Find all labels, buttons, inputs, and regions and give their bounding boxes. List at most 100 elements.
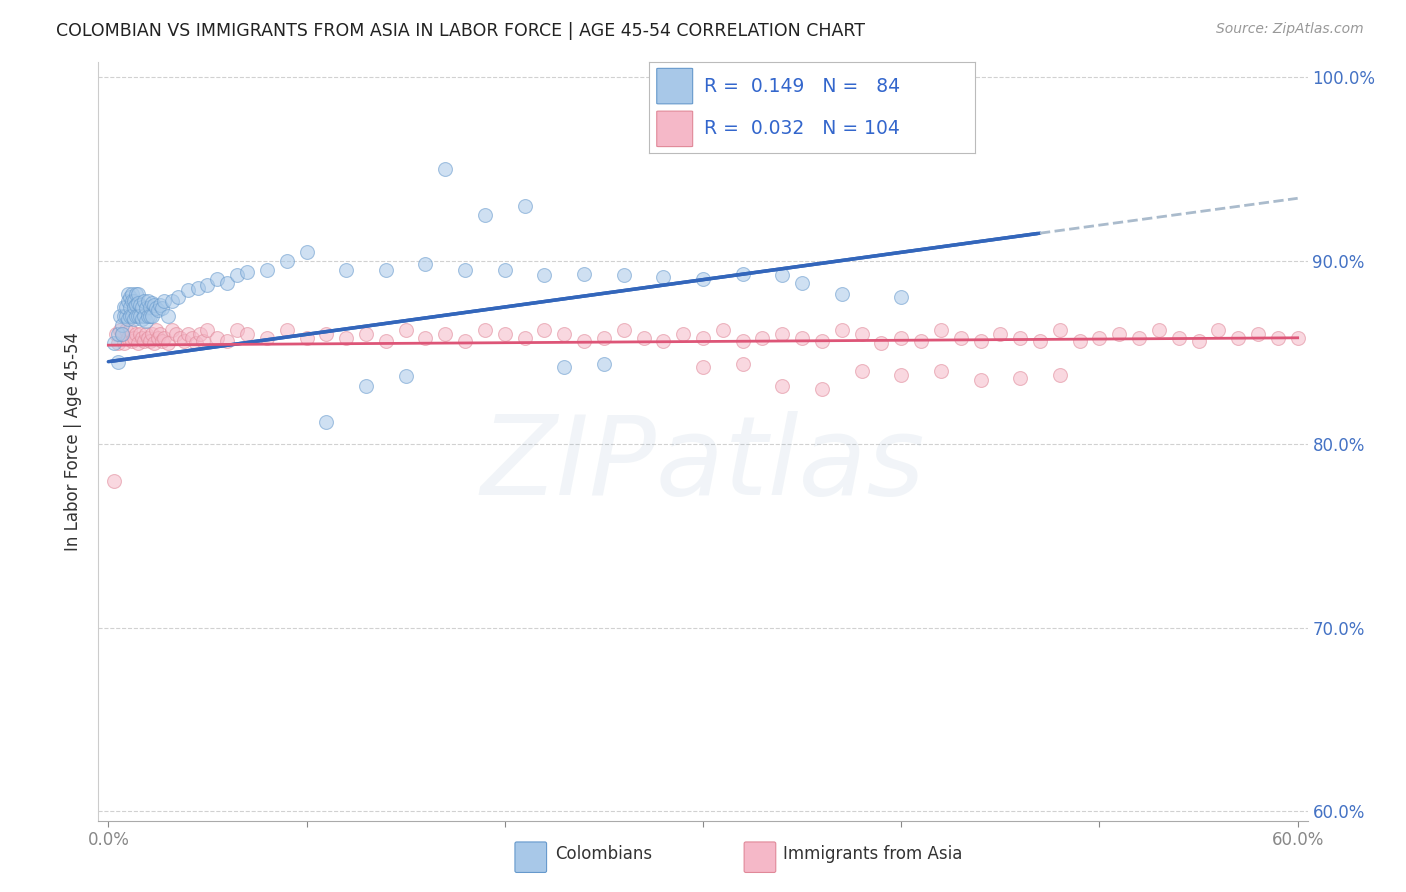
Text: Colombians: Colombians — [555, 845, 652, 863]
Point — [652, 270, 675, 285]
Point — [553, 360, 575, 375]
Point — [139, 300, 162, 314]
Point — [145, 301, 167, 316]
Text: COLOMBIAN VS IMMIGRANTS FROM ASIA IN LABOR FORCE | AGE 45-54 CORRELATION CHART: COLOMBIAN VS IMMIGRANTS FROM ASIA IN LAB… — [56, 22, 865, 40]
Point — [127, 336, 149, 351]
Point — [513, 199, 536, 213]
Point — [1128, 331, 1150, 345]
Point — [122, 331, 145, 345]
Point — [117, 331, 139, 345]
Point — [127, 309, 149, 323]
Point — [1010, 371, 1032, 385]
Point — [131, 300, 153, 314]
Point — [125, 309, 148, 323]
Point — [193, 334, 215, 349]
Point — [166, 290, 188, 304]
Point — [1267, 331, 1289, 345]
Point — [474, 323, 496, 337]
Point — [434, 161, 457, 176]
FancyBboxPatch shape — [744, 842, 776, 872]
FancyBboxPatch shape — [515, 842, 547, 872]
Point — [149, 298, 172, 312]
Point — [354, 378, 377, 392]
Point — [1069, 334, 1091, 349]
Point — [929, 323, 952, 337]
Point — [335, 331, 357, 345]
Point — [145, 323, 167, 337]
Point — [127, 286, 149, 301]
Point — [395, 369, 418, 384]
Point — [103, 474, 125, 488]
Point — [335, 263, 357, 277]
Point — [513, 331, 536, 345]
Point — [731, 357, 754, 371]
Point — [533, 268, 555, 283]
Point — [125, 327, 148, 342]
Point — [1167, 331, 1189, 345]
Point — [315, 327, 337, 342]
Point — [613, 268, 636, 283]
Point — [121, 294, 143, 309]
Point — [176, 327, 198, 342]
Point — [1029, 334, 1052, 349]
Point — [652, 334, 675, 349]
Point — [236, 327, 259, 342]
Point — [572, 267, 595, 281]
Point — [136, 331, 159, 345]
Point — [1049, 368, 1071, 382]
Point — [315, 415, 337, 429]
Point — [236, 265, 259, 279]
Point — [107, 336, 129, 351]
Point — [831, 286, 853, 301]
Point — [122, 312, 145, 326]
Point — [374, 263, 396, 277]
Point — [770, 327, 793, 342]
Point — [374, 334, 396, 349]
Point — [295, 331, 318, 345]
Point — [111, 318, 134, 332]
Point — [1147, 323, 1170, 337]
Point — [1286, 331, 1309, 345]
Point — [434, 327, 457, 342]
Point — [110, 309, 132, 323]
Point — [533, 323, 555, 337]
Point — [672, 327, 695, 342]
Point — [150, 334, 173, 349]
Point — [156, 336, 179, 351]
Point — [160, 294, 183, 309]
Point — [692, 331, 714, 345]
Point — [135, 327, 157, 342]
Point — [129, 298, 152, 312]
Point — [553, 327, 575, 342]
Point — [572, 334, 595, 349]
Text: Source: ZipAtlas.com: Source: ZipAtlas.com — [1216, 22, 1364, 37]
Point — [474, 208, 496, 222]
Point — [751, 331, 773, 345]
Point — [165, 327, 187, 342]
Point — [120, 290, 142, 304]
Point — [184, 336, 207, 351]
Point — [593, 357, 616, 371]
Point — [107, 327, 129, 342]
Point — [494, 327, 516, 342]
Point — [969, 334, 991, 349]
Point — [354, 327, 377, 342]
Point — [153, 294, 176, 309]
Point — [117, 286, 139, 301]
Point — [633, 331, 655, 345]
Point — [910, 334, 932, 349]
Point — [121, 334, 143, 349]
Point — [131, 331, 153, 345]
Point — [142, 298, 165, 312]
Point — [141, 296, 163, 310]
Point — [180, 331, 202, 345]
Point — [929, 364, 952, 378]
Point — [731, 334, 754, 349]
Point — [117, 294, 139, 309]
Point — [125, 298, 148, 312]
Point — [207, 331, 229, 345]
Point — [129, 327, 152, 342]
Point — [415, 331, 437, 345]
Point — [276, 323, 298, 337]
Point — [107, 354, 129, 368]
